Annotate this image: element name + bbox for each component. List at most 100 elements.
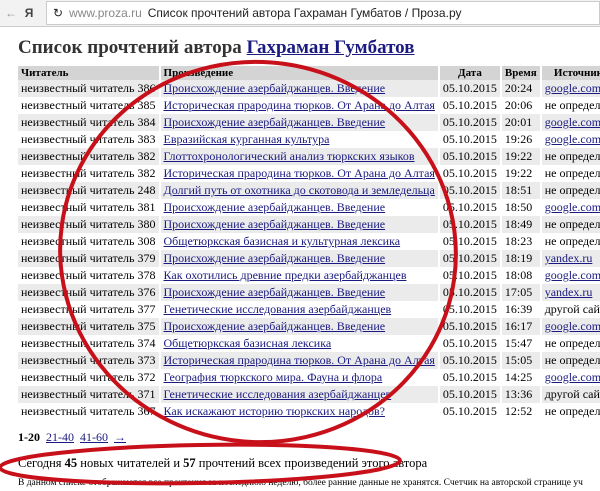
cell-work: Происхождение азербайджанцев. Введение: [159, 250, 440, 267]
column-header-time: Время: [500, 66, 542, 80]
page-link-41-60[interactable]: 41-60: [80, 430, 108, 444]
cell-reader: неизвестный читатель 382: [18, 148, 161, 165]
work-link[interactable]: Как искажают историю тюркских народов?: [163, 404, 385, 418]
cell-time: 20:01: [500, 114, 542, 131]
work-link[interactable]: Генетические исследования азербайджанцев: [163, 387, 392, 401]
work-link[interactable]: Генетические исследования азербайджанцев: [163, 302, 392, 316]
work-link[interactable]: Историческая прародина тюрков. От Арана …: [163, 98, 435, 112]
column-header-work: Произведение: [159, 66, 440, 80]
cell-date: 05.10.2015: [438, 369, 502, 386]
table-row: неизвестный читатель 382 Глоттохронологич…: [18, 148, 600, 165]
cell-date: 05.10.2015: [438, 148, 502, 165]
work-link[interactable]: Общетюркская базисная и культурная лекси…: [163, 234, 401, 248]
cell-time: 18:08: [500, 267, 542, 284]
cell-time: 13:36: [500, 386, 542, 403]
source-link[interactable]: google.com: [544, 132, 600, 146]
cell-date: 05.10.2015: [438, 352, 502, 369]
source-link[interactable]: google.com: [544, 268, 600, 282]
work-link[interactable]: Происхождение азербайджанцев. Введение: [163, 251, 386, 265]
table-row: неизвестный читатель 378 Как охотились др…: [18, 267, 600, 284]
page-next-link[interactable]: →: [114, 430, 126, 444]
table-row: неизвестный читатель 367 Как искажают ист…: [18, 403, 600, 420]
cell-work: Долгий путь от охотника до скотовода и з…: [159, 182, 440, 199]
source-link[interactable]: google.com: [544, 319, 600, 333]
work-link[interactable]: Историческая прародина тюрков. От Арана …: [163, 166, 435, 180]
work-link[interactable]: Происхождение азербайджанцев. Введение: [163, 217, 386, 231]
work-link[interactable]: Происхождение азербайджанцев. Введение: [163, 115, 386, 129]
table-row: неизвестный читатель 380 Происхождение аз…: [18, 216, 600, 233]
cell-date: 05.10.2015: [438, 318, 502, 335]
browser-logo[interactable]: Я: [24, 6, 34, 20]
column-header-date: Дата: [438, 66, 502, 80]
source-link[interactable]: yandex.ru: [544, 251, 593, 265]
cell-reader: неизвестный читатель 374: [18, 335, 161, 352]
cell-work: Происхождение азербайджанцев. Введение: [159, 199, 440, 216]
work-link[interactable]: Происхождение азербайджанцев. Введение: [163, 319, 386, 333]
cell-date: 05.10.2015: [438, 131, 502, 148]
cell-date: 05.10.2015: [438, 267, 502, 284]
cell-time: 16:17: [500, 318, 542, 335]
cell-time: 16:39: [500, 301, 542, 318]
browser-bar: ← Я ↻ www.proza.ru Список прочтений авто…: [0, 0, 600, 27]
cell-time: 18:49: [500, 216, 542, 233]
cell-source: google.com: [540, 80, 600, 97]
cell-work: Как искажают историю тюркских народов?: [159, 403, 440, 420]
cell-date: 05.10.2015: [438, 182, 502, 199]
cell-date: 05.10.2015: [438, 80, 502, 97]
work-link[interactable]: Историческая прародина тюрков. От Арана …: [163, 353, 435, 367]
cell-source: не определен: [540, 182, 600, 199]
cell-work: Происхождение азербайджанцев. Введение: [159, 216, 440, 233]
cell-source: не определен: [540, 403, 600, 420]
cell-work: Происхождение азербайджанцев. Введение: [159, 318, 440, 335]
source-link[interactable]: google.com: [544, 81, 600, 95]
cell-date: 05.10.2015: [438, 335, 502, 352]
work-link[interactable]: География тюркского мира. Фауна и флора: [163, 370, 383, 384]
cell-reader: неизвестный читатель 308: [18, 233, 161, 250]
summary-text: новых читателей и: [80, 456, 181, 470]
table-row: неизвестный читатель 375 Происхождение аз…: [18, 318, 600, 335]
work-link[interactable]: Происхождение азербайджанцев. Введение: [163, 81, 386, 95]
cell-work: Происхождение азербайджанцев. Введение: [159, 114, 440, 131]
cell-time: 20:24: [500, 80, 542, 97]
page-link-21-40[interactable]: 21-40: [46, 430, 74, 444]
cell-source: не определен: [540, 148, 600, 165]
cell-date: 05.10.2015: [438, 386, 502, 403]
cell-work: Как охотились древние предки азербайджан…: [159, 267, 440, 284]
work-link[interactable]: Глоттохронологический анализ тюркских яз…: [163, 149, 415, 163]
address-bar[interactable]: ↻ www.proza.ru Список прочтений автора Г…: [46, 1, 600, 25]
table-row: неизвестный читатель 248 Долгий путь от о…: [18, 182, 600, 199]
source-link[interactable]: google.com: [544, 370, 600, 384]
work-link[interactable]: Долгий путь от охотника до скотовода и з…: [163, 183, 435, 197]
daily-summary: Сегодня 45 новых читателей и 57 прочтени…: [18, 456, 427, 471]
cell-date: 05.10.2015: [438, 250, 502, 267]
cell-time: 18:19: [500, 250, 542, 267]
table-row: неизвестный читатель 379 Происхождение аз…: [18, 250, 600, 267]
author-link[interactable]: Гахраман Гумбатов: [246, 37, 415, 58]
source-link[interactable]: google.com: [544, 200, 600, 214]
source-link[interactable]: google.com: [544, 115, 600, 129]
table-row: неизвестный читатель 373 Историческая пра…: [18, 352, 600, 369]
arrow-left-icon[interactable]: ←: [5, 6, 17, 20]
cell-source: google.com: [540, 114, 600, 131]
table-row: неизвестный читатель 383 Евразийская кург…: [18, 131, 600, 148]
cell-time: 15:47: [500, 335, 542, 352]
table-row: неизвестный читатель 371 Генетические исс…: [18, 386, 600, 403]
cell-time: 19:22: [500, 165, 542, 182]
cell-source: google.com: [540, 318, 600, 335]
table-row: неизвестный читатель 384 Происхождение аз…: [18, 114, 600, 131]
cell-reader: неизвестный читатель 384: [18, 114, 161, 131]
reload-icon[interactable]: ↻: [53, 6, 64, 20]
cell-reader: неизвестный читатель 367: [18, 403, 161, 420]
cell-time: 18:23: [500, 233, 542, 250]
work-link[interactable]: Евразийская курганная культура: [163, 132, 330, 146]
source-link[interactable]: yandex.ru: [544, 285, 593, 299]
cell-date: 05.10.2015: [438, 97, 502, 114]
cell-reader: неизвестный читатель 248: [18, 182, 161, 199]
cell-source: не определен: [540, 216, 600, 233]
cell-time: 14:25: [500, 369, 542, 386]
work-link[interactable]: Как охотились древние предки азербайджан…: [163, 268, 407, 282]
footer-note: В данном списке отображаются все прочтен…: [18, 478, 583, 488]
work-link[interactable]: Общетюркская базисная лексика: [163, 336, 332, 350]
work-link[interactable]: Происхождение азербайджанцев. Введение: [163, 200, 386, 214]
work-link[interactable]: Происхождение азербайджанцев. Введение: [163, 285, 386, 299]
